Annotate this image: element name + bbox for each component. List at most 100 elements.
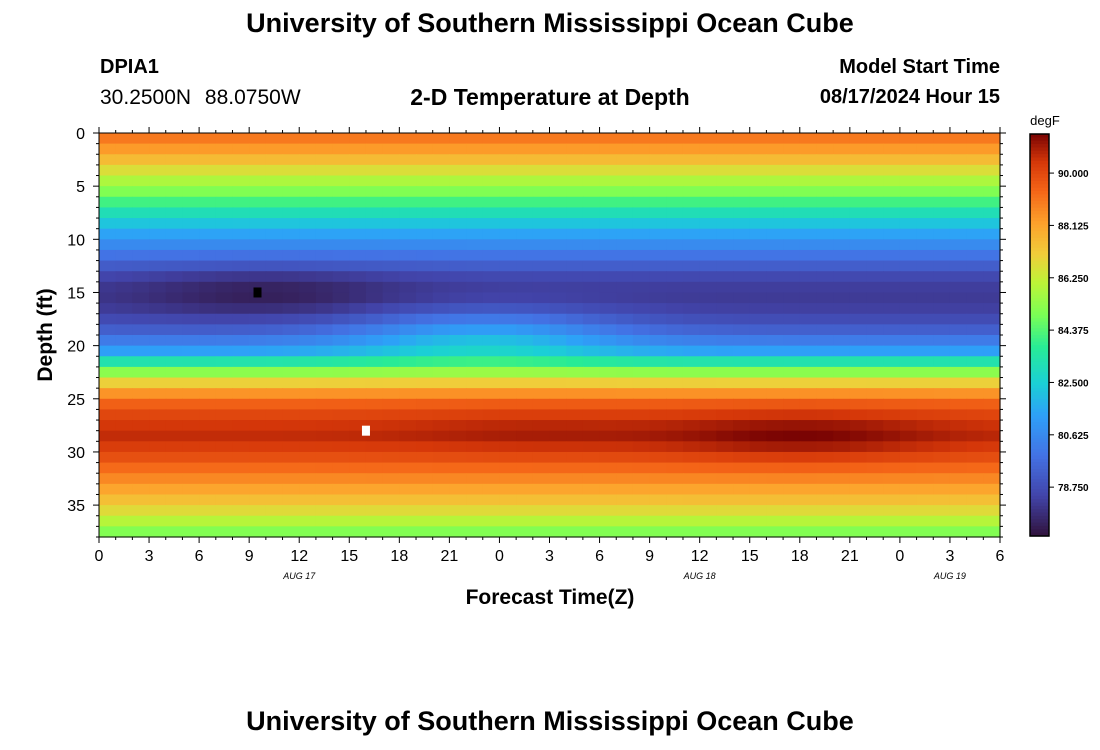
heatmap-cell bbox=[632, 345, 651, 357]
heatmap-cell bbox=[265, 292, 284, 304]
heatmap-cell bbox=[866, 377, 884, 389]
heatmap-cell bbox=[132, 292, 150, 304]
heatmap-cell bbox=[916, 164, 934, 177]
heatmap-cell bbox=[983, 366, 1001, 379]
heatmap-cell bbox=[883, 313, 901, 325]
heatmap-cell bbox=[249, 239, 267, 251]
heatmap-cell bbox=[616, 271, 634, 283]
heatmap-cell bbox=[949, 313, 968, 325]
heatmap-cell bbox=[99, 218, 117, 230]
heatmap-cell bbox=[315, 388, 334, 400]
heatmap-cell bbox=[949, 441, 968, 453]
heatmap-cell bbox=[699, 515, 717, 527]
heatmap-cell bbox=[983, 356, 1001, 368]
heatmap-cell bbox=[783, 366, 801, 379]
heatmap-cell bbox=[199, 324, 217, 336]
heatmap-cell bbox=[933, 313, 951, 325]
heatmap-cell bbox=[315, 462, 334, 474]
heatmap-cell bbox=[416, 420, 434, 432]
heatmap-cell bbox=[899, 133, 918, 145]
heatmap-cell bbox=[232, 164, 250, 177]
heatmap-cell bbox=[349, 154, 367, 166]
colorbar-segment bbox=[1030, 355, 1049, 360]
heatmap-cell bbox=[666, 196, 684, 209]
heatmap-cell bbox=[466, 228, 484, 240]
heatmap-cell bbox=[682, 164, 701, 177]
heatmap-cell bbox=[466, 260, 484, 272]
heatmap-cell bbox=[132, 335, 150, 347]
heatmap-cell bbox=[766, 335, 784, 347]
heatmap-cell bbox=[749, 366, 768, 379]
heatmap-cell bbox=[566, 356, 584, 368]
heatmap-cell bbox=[783, 505, 801, 517]
heatmap-cell bbox=[115, 292, 133, 304]
heatmap-cell bbox=[532, 409, 551, 421]
heatmap-cell bbox=[215, 377, 234, 389]
heatmap-cell bbox=[232, 271, 250, 283]
x-tick-label: 3 bbox=[145, 548, 154, 565]
colorbar-segment bbox=[1030, 438, 1049, 443]
heatmap-cell bbox=[532, 420, 551, 432]
heatmap-cell bbox=[699, 207, 717, 219]
heatmap-cell bbox=[849, 207, 868, 219]
heatmap-cell bbox=[699, 335, 717, 347]
heatmap-cell bbox=[482, 313, 501, 325]
heatmap-cell bbox=[749, 303, 768, 315]
heatmap-cell bbox=[215, 133, 234, 145]
heatmap-cell bbox=[783, 324, 801, 336]
colorbar-segment bbox=[1030, 509, 1049, 514]
heatmap-cell bbox=[766, 473, 784, 485]
x-tick-label: 15 bbox=[741, 548, 759, 565]
heatmap-cell bbox=[866, 239, 884, 251]
heatmap-cell bbox=[215, 335, 234, 347]
heatmap-cell bbox=[432, 441, 450, 453]
heatmap-cell bbox=[616, 526, 634, 538]
heatmap-cell bbox=[833, 249, 851, 262]
heatmap-cell bbox=[416, 515, 434, 527]
colorbar-segment bbox=[1030, 335, 1049, 339]
heatmap-cell bbox=[849, 505, 868, 517]
heatmap-cell bbox=[482, 483, 501, 496]
heatmap-cell bbox=[699, 175, 717, 187]
heatmap-cell bbox=[799, 239, 818, 251]
heatmap-cell bbox=[599, 196, 617, 209]
heatmap-cell bbox=[332, 249, 350, 262]
heatmap-cell bbox=[115, 515, 133, 527]
colorbar-segment bbox=[1030, 381, 1049, 386]
colorbar-segment bbox=[1030, 485, 1049, 490]
heatmap-cell bbox=[215, 228, 234, 240]
heatmap-cell bbox=[516, 271, 534, 283]
heatmap-cell bbox=[549, 249, 567, 262]
heatmap-cell bbox=[682, 281, 701, 294]
heatmap-cell bbox=[215, 249, 234, 262]
heatmap-cell bbox=[549, 143, 567, 155]
heatmap-cell bbox=[215, 196, 234, 209]
heatmap-cell bbox=[215, 441, 234, 453]
heatmap-cell bbox=[549, 398, 567, 411]
heatmap-cell bbox=[582, 377, 601, 389]
heatmap-cell bbox=[766, 133, 784, 145]
heatmap-cell bbox=[399, 281, 417, 294]
heatmap-cell bbox=[566, 260, 584, 272]
heatmap-cell bbox=[649, 313, 667, 325]
heatmap-cell bbox=[432, 143, 450, 155]
heatmap-cell bbox=[249, 377, 267, 389]
heatmap-cell bbox=[616, 239, 634, 251]
heatmap-cell bbox=[232, 409, 250, 421]
heatmap-cell bbox=[783, 441, 801, 453]
heatmap-cell bbox=[899, 292, 918, 304]
heatmap-cell bbox=[315, 292, 334, 304]
heatmap-cell bbox=[849, 271, 868, 283]
heatmap-cell bbox=[582, 218, 601, 230]
heatmap-cell bbox=[215, 271, 234, 283]
heatmap-cell bbox=[499, 526, 517, 538]
heatmap-cell bbox=[249, 366, 267, 379]
heatmap-cell bbox=[682, 324, 701, 336]
heatmap-cell bbox=[933, 462, 951, 474]
heatmap-cell bbox=[833, 143, 851, 155]
heatmap-cell bbox=[549, 473, 567, 485]
heatmap-cell bbox=[532, 281, 551, 294]
heatmap-cell bbox=[365, 377, 384, 389]
heatmap-cell bbox=[566, 420, 584, 432]
heatmap-cell bbox=[332, 409, 350, 421]
